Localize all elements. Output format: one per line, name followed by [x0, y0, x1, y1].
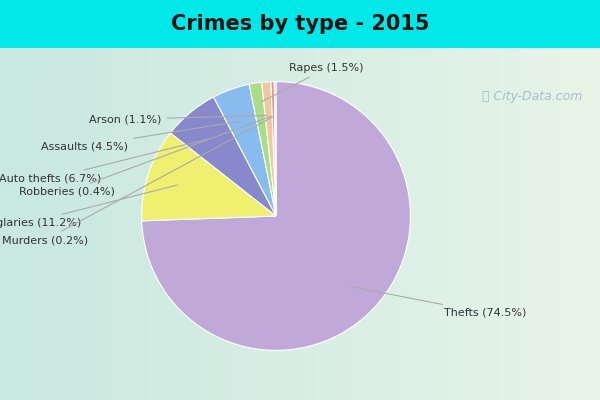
- Text: Rapes (1.5%): Rapes (1.5%): [262, 63, 364, 102]
- Text: Arson (1.1%): Arson (1.1%): [89, 114, 266, 124]
- Wedge shape: [170, 97, 276, 216]
- Wedge shape: [142, 133, 276, 221]
- Wedge shape: [274, 82, 276, 216]
- Text: ⓘ City-Data.com: ⓘ City-Data.com: [482, 90, 582, 103]
- Text: Murders (0.2%): Murders (0.2%): [2, 116, 274, 245]
- Wedge shape: [262, 82, 276, 216]
- Wedge shape: [142, 82, 410, 350]
- Text: Auto thefts (6.7%): Auto thefts (6.7%): [0, 139, 209, 183]
- Text: Assaults (4.5%): Assaults (4.5%): [41, 121, 240, 151]
- Wedge shape: [214, 84, 276, 216]
- Text: Thefts (74.5%): Thefts (74.5%): [351, 287, 526, 318]
- Text: Crimes by type - 2015: Crimes by type - 2015: [171, 14, 429, 34]
- Wedge shape: [271, 82, 276, 216]
- Text: Burglaries (11.2%): Burglaries (11.2%): [0, 185, 178, 228]
- Wedge shape: [249, 82, 276, 216]
- Text: Robberies (0.4%): Robberies (0.4%): [19, 116, 271, 197]
